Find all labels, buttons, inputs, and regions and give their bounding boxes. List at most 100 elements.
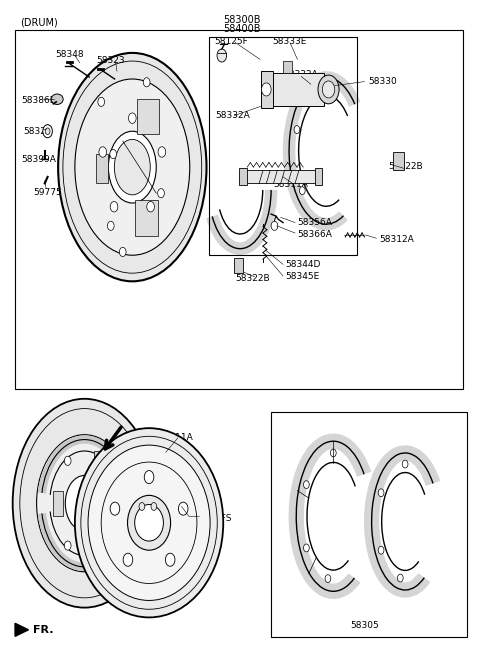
Circle shape bbox=[378, 546, 384, 554]
Text: 58323: 58323 bbox=[24, 127, 52, 136]
Circle shape bbox=[151, 502, 157, 510]
Text: 58332A: 58332A bbox=[283, 70, 318, 79]
Bar bbox=[393, 152, 404, 171]
Circle shape bbox=[217, 49, 227, 62]
Circle shape bbox=[300, 187, 305, 194]
Circle shape bbox=[110, 201, 118, 212]
Text: 58322B: 58322B bbox=[235, 273, 270, 283]
Text: 59775: 59775 bbox=[33, 188, 62, 197]
Bar bbox=[15, 30, 463, 389]
Text: 58332A: 58332A bbox=[215, 111, 250, 120]
Ellipse shape bbox=[101, 462, 197, 583]
Ellipse shape bbox=[114, 139, 150, 195]
Circle shape bbox=[271, 221, 278, 230]
Circle shape bbox=[129, 113, 136, 124]
Circle shape bbox=[378, 489, 384, 496]
Circle shape bbox=[157, 188, 164, 198]
Circle shape bbox=[166, 553, 175, 566]
Circle shape bbox=[98, 97, 105, 107]
Polygon shape bbox=[15, 623, 28, 636]
Circle shape bbox=[45, 128, 50, 135]
Ellipse shape bbox=[58, 53, 206, 281]
Text: 58399A: 58399A bbox=[21, 156, 56, 164]
Ellipse shape bbox=[128, 495, 170, 550]
Circle shape bbox=[158, 146, 166, 157]
Circle shape bbox=[144, 471, 154, 483]
Text: 58322B: 58322B bbox=[388, 162, 423, 171]
Circle shape bbox=[64, 456, 71, 466]
Bar bbox=[135, 199, 157, 235]
Ellipse shape bbox=[51, 94, 63, 105]
Bar bbox=[96, 154, 108, 183]
Text: FR.: FR. bbox=[33, 625, 54, 635]
Text: 58300B: 58300B bbox=[224, 15, 261, 25]
Circle shape bbox=[110, 502, 120, 515]
Circle shape bbox=[147, 201, 155, 212]
Circle shape bbox=[402, 460, 408, 468]
Circle shape bbox=[323, 81, 335, 98]
Ellipse shape bbox=[20, 409, 149, 598]
Text: 58400B: 58400B bbox=[224, 24, 261, 33]
Text: 1220FS: 1220FS bbox=[199, 514, 233, 523]
Circle shape bbox=[64, 541, 71, 550]
Text: 58411A: 58411A bbox=[158, 434, 193, 443]
Ellipse shape bbox=[135, 504, 163, 541]
Text: 58305: 58305 bbox=[350, 621, 379, 630]
Circle shape bbox=[330, 449, 336, 457]
Bar bbox=[209, 37, 357, 255]
Circle shape bbox=[318, 86, 324, 94]
Ellipse shape bbox=[65, 475, 104, 531]
Bar bbox=[53, 491, 63, 516]
Circle shape bbox=[397, 574, 403, 582]
Ellipse shape bbox=[81, 436, 217, 610]
Bar bbox=[261, 71, 273, 108]
Bar bbox=[92, 532, 110, 559]
Bar bbox=[239, 169, 247, 185]
Bar bbox=[94, 451, 111, 477]
Circle shape bbox=[139, 502, 145, 510]
Ellipse shape bbox=[63, 61, 202, 273]
Bar bbox=[245, 171, 317, 183]
Text: (DRUM): (DRUM) bbox=[20, 17, 58, 27]
Bar bbox=[271, 73, 324, 106]
Ellipse shape bbox=[108, 131, 156, 203]
Text: 58345E: 58345E bbox=[286, 271, 320, 281]
Bar bbox=[234, 258, 243, 273]
Circle shape bbox=[144, 78, 150, 87]
Circle shape bbox=[120, 247, 126, 256]
Bar bbox=[283, 61, 292, 73]
Circle shape bbox=[98, 541, 105, 550]
Text: 58348: 58348 bbox=[56, 50, 84, 59]
Circle shape bbox=[123, 553, 133, 566]
Text: 58344D: 58344D bbox=[286, 260, 321, 269]
Circle shape bbox=[303, 481, 309, 489]
Text: 58386B: 58386B bbox=[21, 96, 56, 105]
Bar bbox=[315, 169, 323, 185]
Ellipse shape bbox=[75, 79, 190, 255]
Text: 58125F: 58125F bbox=[215, 37, 248, 46]
Ellipse shape bbox=[12, 399, 156, 608]
Circle shape bbox=[179, 502, 188, 515]
Text: 58312A: 58312A bbox=[379, 235, 414, 244]
Text: 58311A: 58311A bbox=[274, 181, 308, 189]
Circle shape bbox=[303, 544, 309, 552]
Circle shape bbox=[262, 83, 271, 96]
Bar bbox=[137, 99, 158, 135]
Text: 58323: 58323 bbox=[96, 56, 125, 65]
Circle shape bbox=[43, 125, 52, 138]
Text: 58330: 58330 bbox=[368, 77, 397, 86]
Ellipse shape bbox=[36, 435, 132, 572]
Circle shape bbox=[318, 75, 339, 104]
Circle shape bbox=[110, 150, 117, 159]
Bar bbox=[271, 412, 468, 637]
Circle shape bbox=[99, 146, 107, 157]
Ellipse shape bbox=[88, 445, 210, 600]
Ellipse shape bbox=[75, 428, 223, 617]
Circle shape bbox=[108, 221, 114, 230]
Circle shape bbox=[98, 456, 105, 466]
Text: 58366A: 58366A bbox=[298, 230, 332, 239]
Circle shape bbox=[294, 126, 300, 133]
Text: 58356A: 58356A bbox=[298, 218, 332, 227]
Text: 58333E: 58333E bbox=[273, 37, 307, 46]
Circle shape bbox=[325, 575, 331, 583]
